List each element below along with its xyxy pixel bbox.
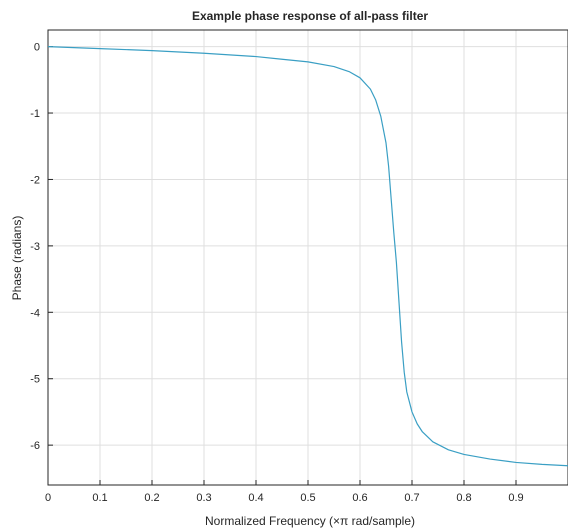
- x-tick-label: 0: [45, 492, 51, 504]
- x-axis-label: Normalized Frequency (×π rad/sample): [205, 514, 415, 528]
- x-tick-label: 0.6: [352, 492, 367, 504]
- x-tick-label: 0.9: [508, 492, 523, 504]
- y-tick-label: -1: [30, 108, 40, 120]
- x-tick-label: 0.3: [196, 492, 211, 504]
- y-tick-label: -6: [30, 440, 40, 452]
- phase-response-line: [47, 46, 568, 467]
- x-tick-label: 0.1: [92, 492, 107, 504]
- x-tick-label: 0.8: [456, 492, 471, 504]
- x-tick-label: 0.5: [300, 492, 315, 504]
- ticks: 0 0.1 0.2 0.3 0.4 0.5 0.6 0.7 0.8 0.9 0 -1 -2 -3 -4 -5 -…: [30, 42, 523, 504]
- y-tick-label: -3: [30, 241, 40, 253]
- grid: [48, 30, 568, 485]
- chart-title: Example phase response of all-pass filte…: [192, 9, 428, 23]
- x-tick-label: 0.7: [404, 492, 419, 504]
- y-tick-label: -4: [30, 307, 40, 319]
- x-tick-label: 0.2: [144, 492, 159, 504]
- y-tick-label: -2: [30, 174, 40, 186]
- x-tick-label: 0.4: [248, 492, 263, 504]
- y-axis-label: Phase (radians): [10, 216, 24, 301]
- y-tick-label: 0: [34, 42, 40, 54]
- series-layer: [47, 46, 568, 467]
- y-tick-label: -5: [30, 374, 40, 386]
